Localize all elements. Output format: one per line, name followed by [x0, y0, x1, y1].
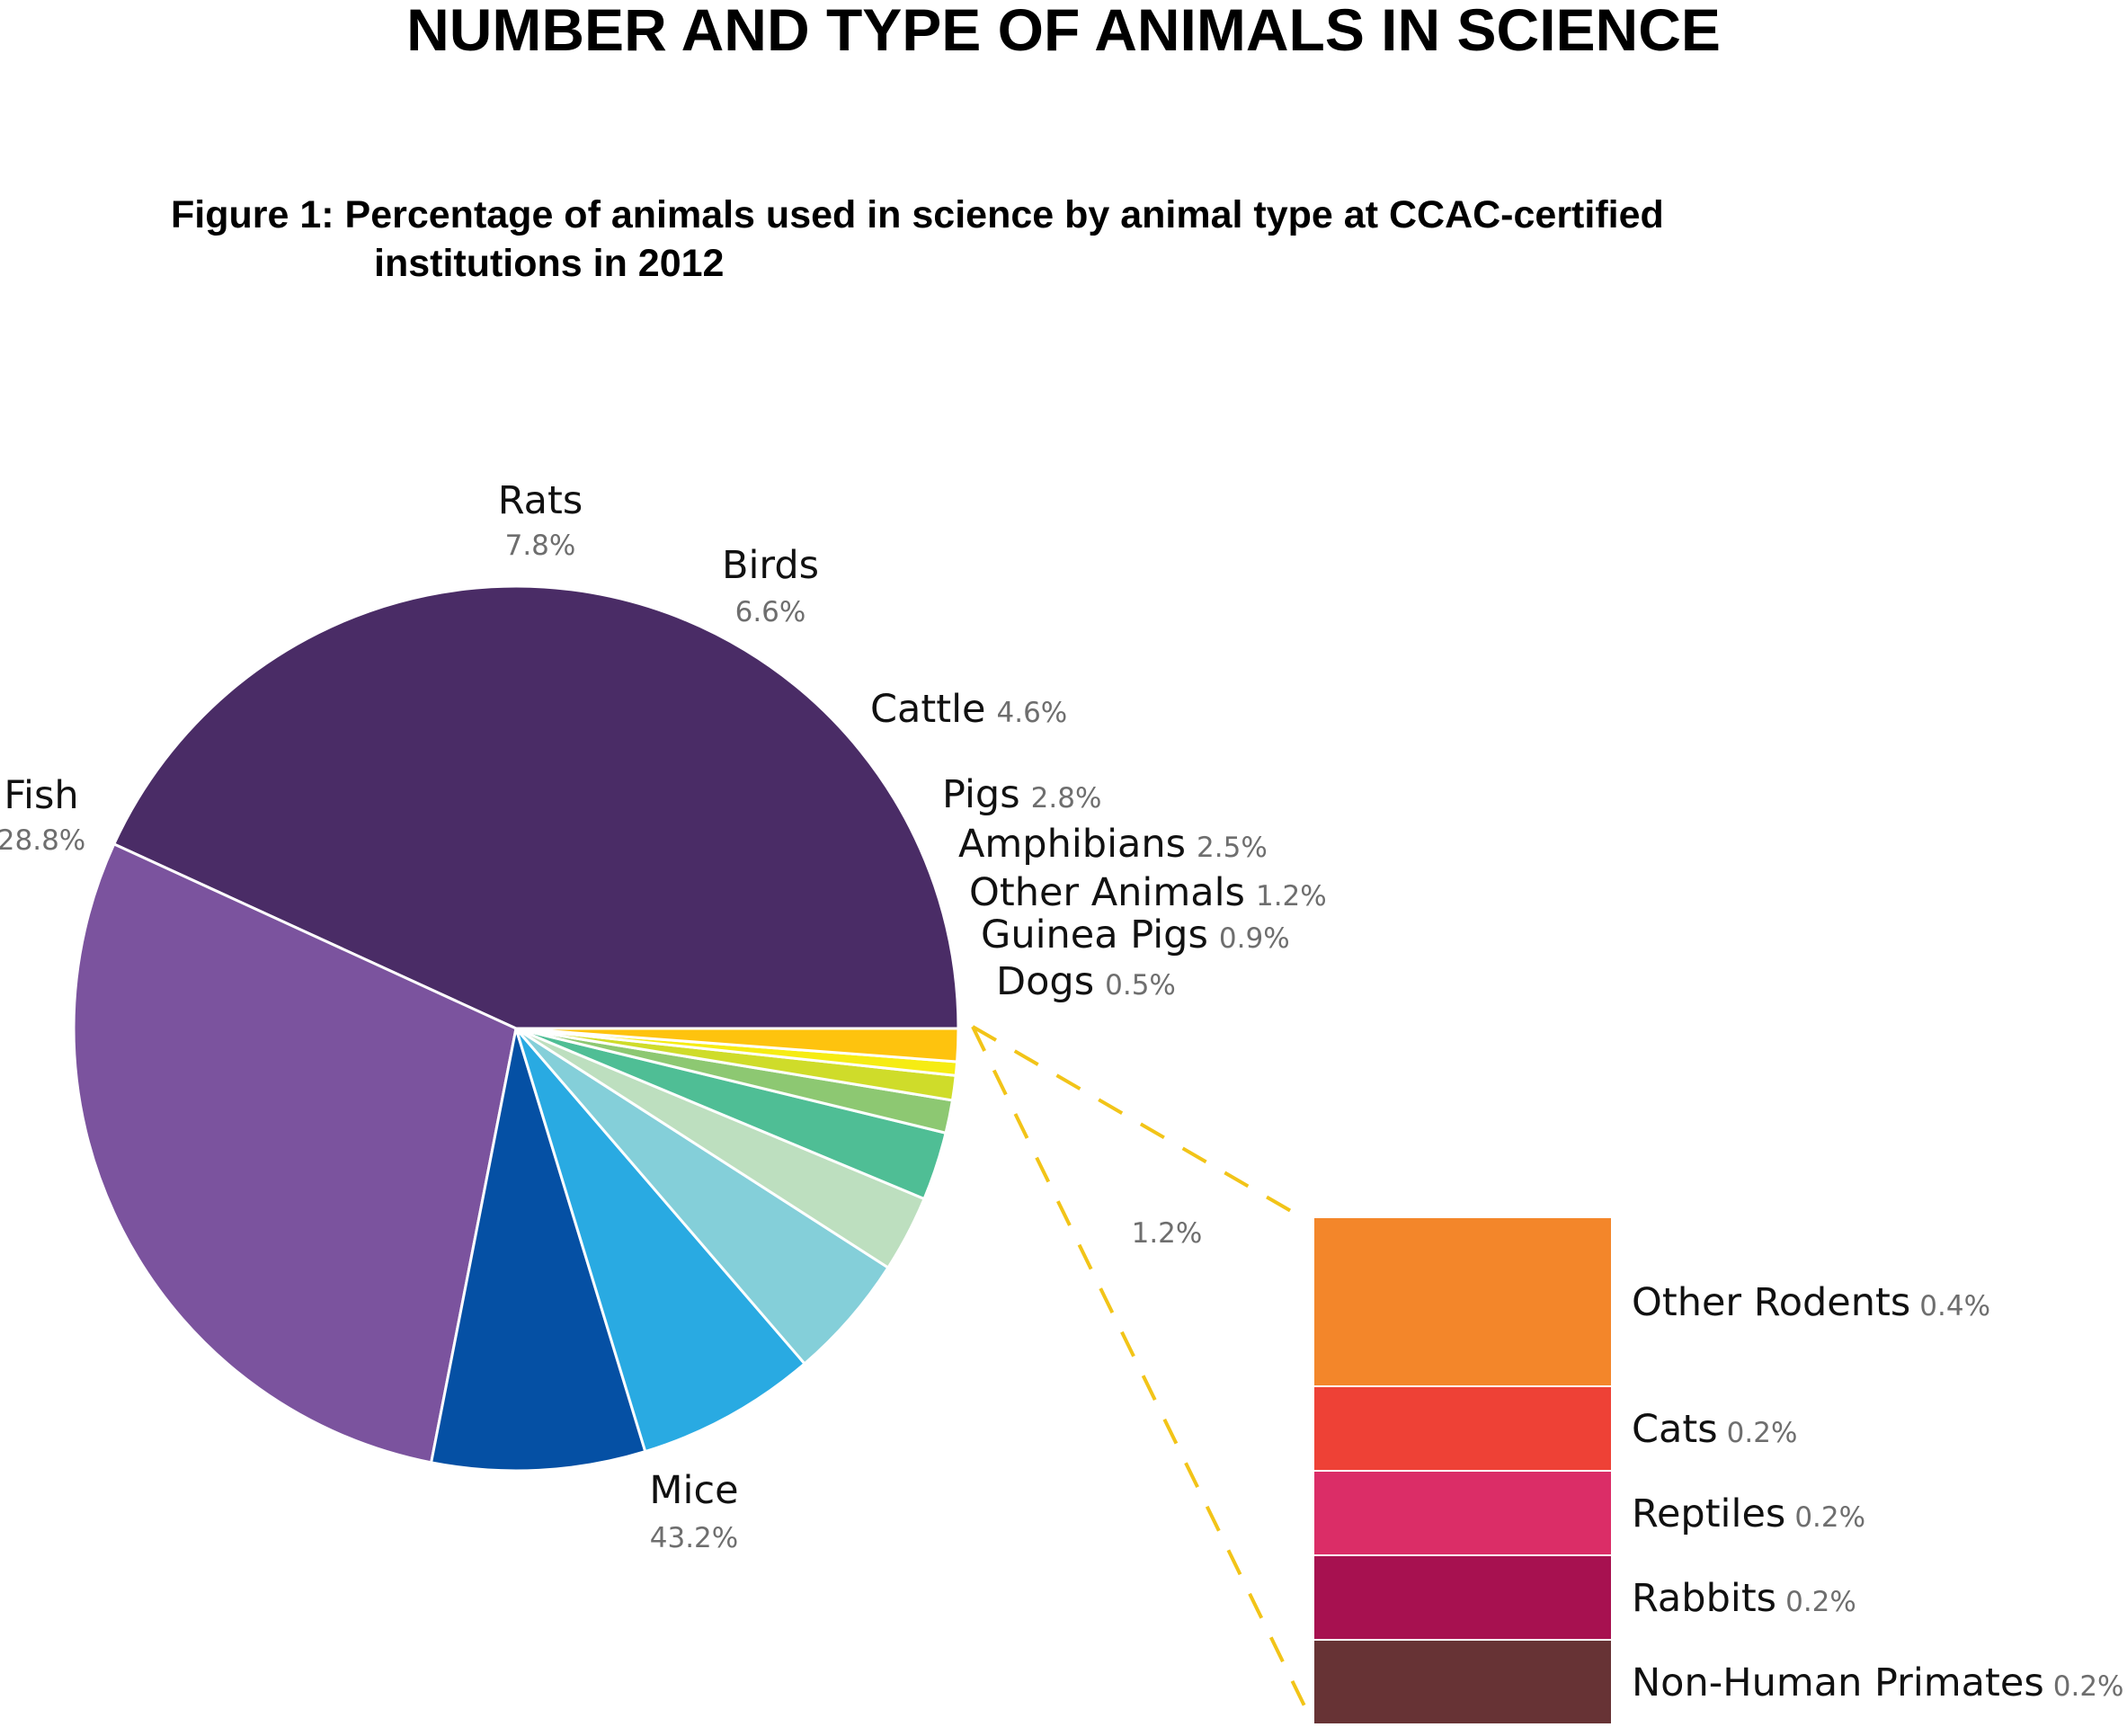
slice-pct-rats: 7.8%: [505, 530, 576, 562]
stack-label-reptiles: Reptiles 0.2%: [1632, 1491, 1865, 1536]
stack-label-pct: 0.4%: [1919, 1290, 1990, 1322]
slice-label-dogs: Dogs 0.5%: [996, 959, 1176, 1004]
slice-label-guinea-pigs: Guinea Pigs 0.9%: [981, 913, 1290, 957]
slice-name: Dogs: [996, 959, 1094, 1004]
stack-label-pct: 0.2%: [1727, 1417, 1798, 1449]
slice-pct: 2.5%: [1197, 832, 1268, 864]
caption-line-2: institutions in 2012: [374, 242, 725, 285]
stack-label-rabbits: Rabbits 0.2%: [1632, 1576, 1856, 1621]
figure-caption: Figure 1: Percentage of animals used in …: [171, 191, 1664, 288]
stack-segment-other-rodents: [1313, 1216, 1613, 1387]
chart-title: NUMBER AND TYPE OF ANIMALS IN SCIENCE: [406, 0, 1721, 63]
slice-name: Other Animals: [969, 870, 1245, 915]
stack-segment-cats: [1313, 1385, 1613, 1472]
slice-name: Cattle: [870, 687, 986, 732]
stack-label-pct: 0.2%: [2053, 1670, 2124, 1703]
slice-pct-birds: 6.6%: [735, 596, 806, 628]
stacked-breakdown-bar: [1313, 1216, 1613, 1725]
slice-name: Amphibians: [958, 822, 1186, 867]
slice-label-fish: Fish: [4, 773, 78, 818]
slice-pct: 0.9%: [1219, 922, 1290, 955]
slice-pct-mice: 43.2%: [650, 1522, 738, 1554]
breakdown-total-pct: 1.2%: [1132, 1217, 1203, 1250]
pie-chart: [72, 584, 960, 1473]
stack-label-non-human-primates: Non-Human Primates 0.2%: [1632, 1660, 2124, 1705]
stack-label-name: Non-Human Primates: [1632, 1660, 2044, 1705]
slice-label-other-animals: Other Animals 1.2%: [969, 870, 1327, 915]
stack-label-name: Cats: [1632, 1407, 1718, 1452]
stack-label-name: Rabbits: [1632, 1576, 1776, 1621]
stack-label-name: Reptiles: [1632, 1491, 1785, 1536]
chart-labels: Rats 7.8% Birds 6.6% Fish 28.8% Mice 43.2% Cattl…: [0, 478, 2124, 1705]
connector-line-top: [971, 1025, 1304, 1219]
pie-slice-mice: [112, 584, 960, 1030]
pie-slice-fish: [72, 842, 518, 1464]
stack-segment-non-human-primates: [1313, 1639, 1613, 1725]
slice-label-mice: Mice: [649, 1468, 738, 1513]
stack-segment-reptiles: [1313, 1470, 1613, 1556]
slice-label-birds: Birds: [722, 543, 819, 588]
slice-label-amphibians: Amphibians 2.5%: [958, 822, 1268, 867]
stack-label-cats: Cats 0.2%: [1632, 1407, 1797, 1452]
slice-label-rats: Rats: [498, 478, 583, 523]
slice-pct: 1.2%: [1256, 880, 1327, 913]
slice-pct-fish: 28.8%: [0, 824, 85, 857]
pie-slice-breakdown-group: [514, 1027, 960, 1064]
slice-pct: 0.5%: [1105, 969, 1176, 1002]
stack-label-pct: 0.2%: [1794, 1501, 1865, 1534]
pie-slice-rats: [430, 1027, 647, 1473]
slice-name: Guinea Pigs: [981, 913, 1208, 957]
slice-label-cattle: Cattle 4.6%: [870, 687, 1067, 732]
slice-label-pigs: Pigs 2.8%: [942, 772, 1101, 817]
slice-pct: 2.8%: [1031, 782, 1102, 815]
stack-label-name: Other Rodents: [1632, 1280, 1910, 1325]
connector-lines: [971, 1025, 1315, 1725]
slice-pct: 4.6%: [997, 697, 1068, 729]
stack-label-pct: 0.2%: [1785, 1586, 1856, 1618]
connector-line-bottom: [971, 1026, 1315, 1725]
stack-segment-rabbits: [1313, 1554, 1613, 1641]
pie-slice-birds: [514, 1027, 806, 1454]
stack-label-other-rodents: Other Rodents 0.4%: [1632, 1280, 1990, 1325]
slice-name: Pigs: [942, 772, 1020, 817]
caption-line-1: Figure 1: Percentage of animals used in …: [171, 193, 1664, 236]
